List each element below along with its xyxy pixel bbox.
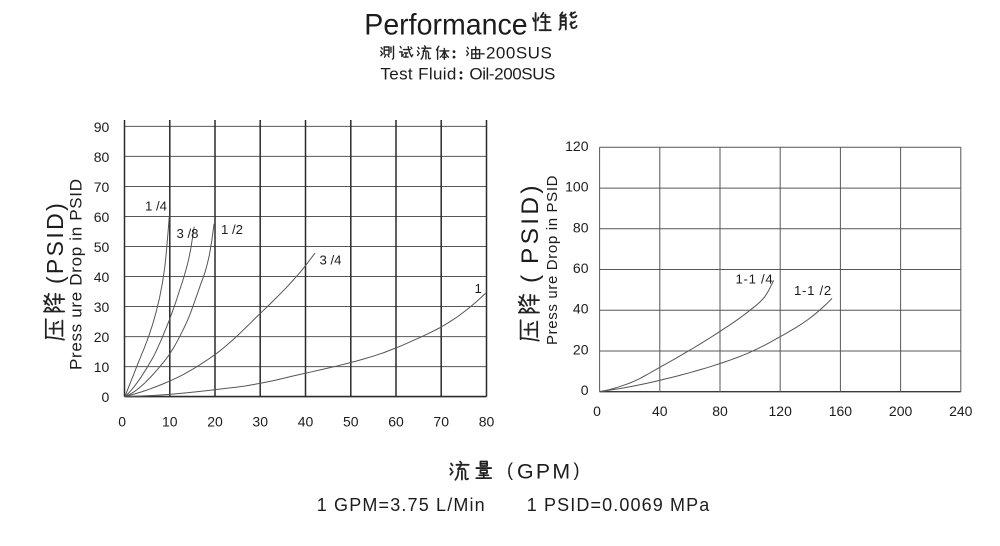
svg-text:70: 70 (94, 179, 110, 195)
svg-text:1: 1 (475, 281, 482, 296)
svg-text:10: 10 (94, 359, 110, 375)
svg-text:(: ( (507, 460, 513, 480)
svg-text:30: 30 (252, 414, 268, 430)
svg-text:50: 50 (94, 239, 110, 255)
svg-text:1 /4: 1 /4 (145, 199, 167, 214)
svg-text:80: 80 (712, 403, 728, 419)
svg-text:200: 200 (889, 403, 913, 419)
svg-text:10: 10 (162, 414, 178, 430)
svg-text:Press ure Drop in PSID: Press ure Drop in PSID (67, 179, 86, 370)
svg-text:3 /4: 3 /4 (320, 253, 342, 268)
svg-text:120: 120 (769, 403, 793, 419)
svg-text:20: 20 (573, 342, 589, 358)
svg-text:80: 80 (479, 414, 495, 430)
svg-text:1-1 /2: 1-1 /2 (794, 283, 832, 298)
svg-text:40: 40 (573, 301, 589, 317)
svg-text:40: 40 (298, 414, 314, 430)
svg-text:60: 60 (94, 209, 110, 225)
svg-text:Press ure Drop in PSID: Press ure Drop in PSID (544, 175, 561, 345)
svg-text:1-1 /4: 1-1 /4 (736, 272, 774, 287)
svg-text:1 GPM=3.75 L/Min: 1 GPM=3.75 L/Min (317, 495, 485, 515)
svg-text:Test Fluid: Test Fluid (380, 64, 456, 83)
svg-text:0: 0 (102, 389, 110, 405)
svg-text:Performance: Performance (364, 9, 527, 42)
svg-text:60: 60 (573, 260, 589, 276)
svg-text:60: 60 (388, 414, 404, 430)
svg-text:90: 90 (94, 119, 110, 135)
svg-text:160: 160 (829, 403, 853, 419)
svg-text:3 /8: 3 /8 (177, 226, 199, 241)
svg-text:Oil-200SUS: Oil-200SUS (469, 64, 555, 83)
svg-text:0: 0 (118, 414, 126, 430)
svg-text:0: 0 (581, 382, 589, 398)
svg-text:0: 0 (593, 403, 601, 419)
svg-text:100: 100 (565, 179, 589, 195)
svg-text:(: ( (517, 274, 544, 283)
svg-text:PSID): PSID) (42, 201, 68, 274)
svg-text:40: 40 (94, 269, 110, 285)
svg-text:20: 20 (207, 414, 223, 430)
svg-text:120: 120 (565, 138, 589, 154)
svg-text:(: ( (42, 276, 68, 284)
svg-text:): ) (574, 460, 580, 480)
svg-text:20: 20 (94, 329, 110, 345)
svg-text:1 /2: 1 /2 (221, 222, 243, 237)
svg-text:GPM: GPM (517, 459, 572, 483)
svg-text:PSID): PSID) (517, 182, 544, 264)
svg-text:70: 70 (433, 414, 449, 430)
svg-text:80: 80 (94, 149, 110, 165)
svg-text:80: 80 (573, 219, 589, 235)
svg-text:30: 30 (94, 299, 110, 315)
svg-text:1 PSID=0.0069 MPa: 1 PSID=0.0069 MPa (527, 495, 710, 515)
svg-text:40: 40 (652, 403, 668, 419)
svg-text:-200SUS: -200SUS (480, 44, 552, 63)
svg-text:50: 50 (343, 414, 359, 430)
svg-text:240: 240 (949, 403, 973, 419)
